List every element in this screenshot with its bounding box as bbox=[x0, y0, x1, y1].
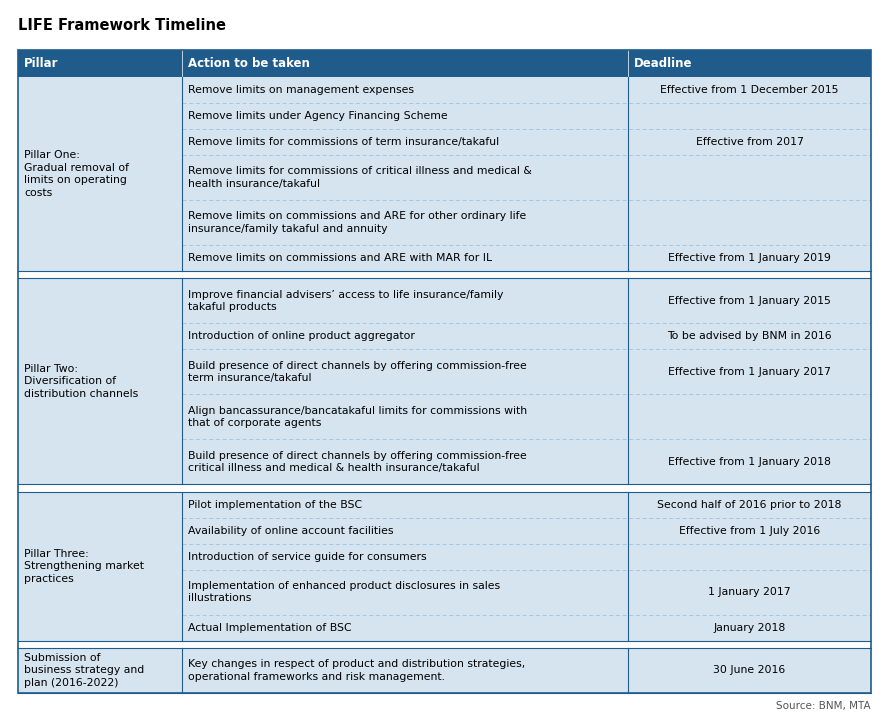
Text: Remove limits on management expenses: Remove limits on management expenses bbox=[188, 85, 413, 95]
Text: Remove limits on commissions and ARE with MAR for IL: Remove limits on commissions and ARE wit… bbox=[188, 253, 492, 263]
Text: Effective from 1 December 2015: Effective from 1 December 2015 bbox=[661, 85, 838, 95]
Bar bbox=[18, 641, 871, 648]
Text: Effective from 1 January 2019: Effective from 1 January 2019 bbox=[668, 253, 831, 263]
Text: Pillar One:
Gradual removal of
limits on operating
costs: Pillar One: Gradual removal of limits on… bbox=[24, 150, 129, 197]
Text: Remove limits for commissions of critical illness and medical &
health insurance: Remove limits for commissions of critica… bbox=[188, 166, 532, 189]
Text: Key changes in respect of product and distribution strategies,
operational frame: Key changes in respect of product and di… bbox=[188, 659, 525, 681]
Bar bbox=[18, 271, 871, 278]
Text: 30 June 2016: 30 June 2016 bbox=[713, 666, 786, 676]
Text: Introduction of online product aggregator: Introduction of online product aggregato… bbox=[188, 331, 414, 341]
Text: Effective from 1 January 2015: Effective from 1 January 2015 bbox=[668, 296, 831, 306]
Text: 1 January 2017: 1 January 2017 bbox=[709, 587, 790, 597]
Text: Effective from 1 January 2017: Effective from 1 January 2017 bbox=[668, 367, 831, 377]
Text: January 2018: January 2018 bbox=[713, 623, 786, 633]
Text: Source: BNM, MTA: Source: BNM, MTA bbox=[776, 701, 871, 711]
Text: Improve financial advisers’ access to life insurance/family
takaful products: Improve financial advisers’ access to li… bbox=[188, 290, 503, 312]
Text: Remove limits on commissions and ARE for other ordinary life
insurance/family ta: Remove limits on commissions and ARE for… bbox=[188, 211, 526, 234]
Text: Action to be taken: Action to be taken bbox=[188, 57, 309, 70]
Text: Pilot implementation of the BSC: Pilot implementation of the BSC bbox=[188, 500, 362, 510]
Text: To be advised by BNM in 2016: To be advised by BNM in 2016 bbox=[667, 331, 832, 341]
Text: Effective from 1 January 2018: Effective from 1 January 2018 bbox=[668, 457, 831, 467]
Text: Effective from 1 July 2016: Effective from 1 July 2016 bbox=[679, 526, 820, 536]
Text: Build presence of direct channels by offering commission-free
critical illness a: Build presence of direct channels by off… bbox=[188, 450, 526, 473]
Text: Introduction of service guide for consumers: Introduction of service guide for consum… bbox=[188, 552, 427, 561]
Text: Align bancassurance/bancatakaful limits for commissions with
that of corporate a: Align bancassurance/bancatakaful limits … bbox=[188, 405, 527, 428]
Text: LIFE Framework Timeline: LIFE Framework Timeline bbox=[18, 18, 226, 33]
Text: Remove limits for commissions of term insurance/takaful: Remove limits for commissions of term in… bbox=[188, 137, 499, 147]
Text: Pillar: Pillar bbox=[24, 57, 59, 70]
Bar bbox=[18, 77, 871, 271]
Bar bbox=[18, 50, 871, 693]
Text: Remove limits under Agency Financing Scheme: Remove limits under Agency Financing Sch… bbox=[188, 111, 447, 121]
Bar bbox=[18, 278, 871, 485]
Bar bbox=[18, 50, 871, 77]
Text: Implementation of enhanced product disclosures in sales
illustrations: Implementation of enhanced product discl… bbox=[188, 581, 500, 603]
Bar bbox=[18, 648, 871, 693]
Text: Actual Implementation of BSC: Actual Implementation of BSC bbox=[188, 623, 351, 633]
Text: Effective from 2017: Effective from 2017 bbox=[695, 137, 804, 147]
Text: Availability of online account facilities: Availability of online account facilitie… bbox=[188, 526, 393, 536]
Text: Pillar Three:
Strengthening market
practices: Pillar Three: Strengthening market pract… bbox=[24, 549, 144, 583]
Text: Build presence of direct channels by offering commission-free
term insurance/tak: Build presence of direct channels by off… bbox=[188, 360, 526, 383]
Text: Deadline: Deadline bbox=[634, 57, 693, 70]
Text: Pillar Two:
Diversification of
distribution channels: Pillar Two: Diversification of distribut… bbox=[24, 364, 139, 399]
Text: Second half of 2016 prior to 2018: Second half of 2016 prior to 2018 bbox=[657, 500, 842, 510]
Bar bbox=[18, 492, 871, 641]
Bar bbox=[18, 485, 871, 492]
Text: Submission of
business strategy and
plan (2016-2022): Submission of business strategy and plan… bbox=[24, 653, 144, 688]
